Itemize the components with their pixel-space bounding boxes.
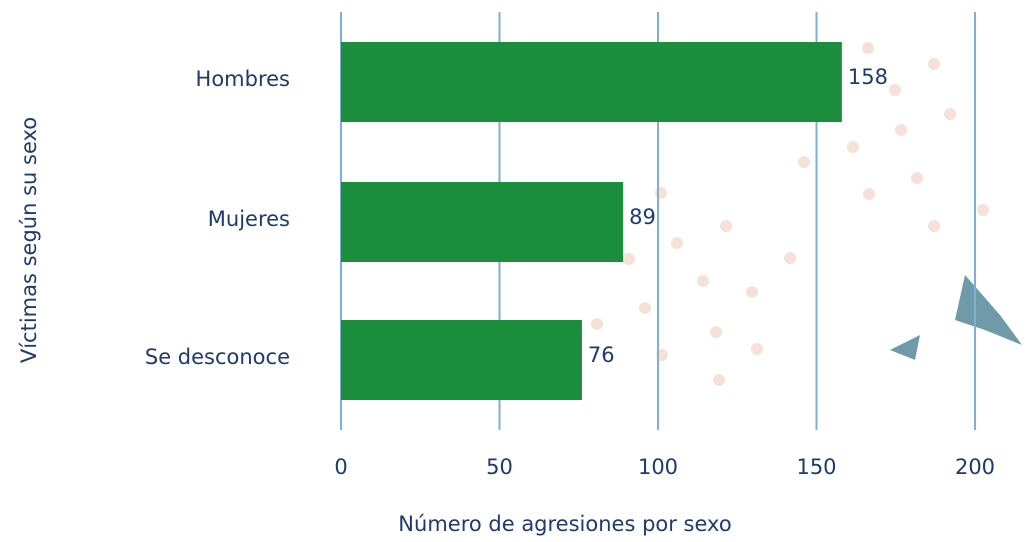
bar (341, 42, 842, 122)
x-tick-label: 100 (638, 455, 678, 479)
y-axis-label: Víctimas según su sexo (17, 117, 41, 363)
chart: Número de agresiones por sexo Víctimas s… (0, 0, 1025, 542)
x-axis-label: Número de agresiones por sexo (398, 512, 731, 536)
x-tick-label: 0 (334, 455, 347, 479)
x-tick-label: 200 (955, 455, 995, 479)
y-tick-label: Se desconoce (145, 345, 290, 369)
bar (341, 182, 623, 262)
value-label: 158 (848, 65, 888, 89)
bar (341, 320, 582, 400)
y-tick-label: Hombres (196, 67, 290, 91)
x-tick-label: 150 (796, 455, 836, 479)
value-label: 76 (588, 343, 615, 367)
x-tick-label: 50 (486, 455, 513, 479)
value-label: 89 (629, 205, 656, 229)
y-tick-label: Mujeres (208, 207, 290, 231)
